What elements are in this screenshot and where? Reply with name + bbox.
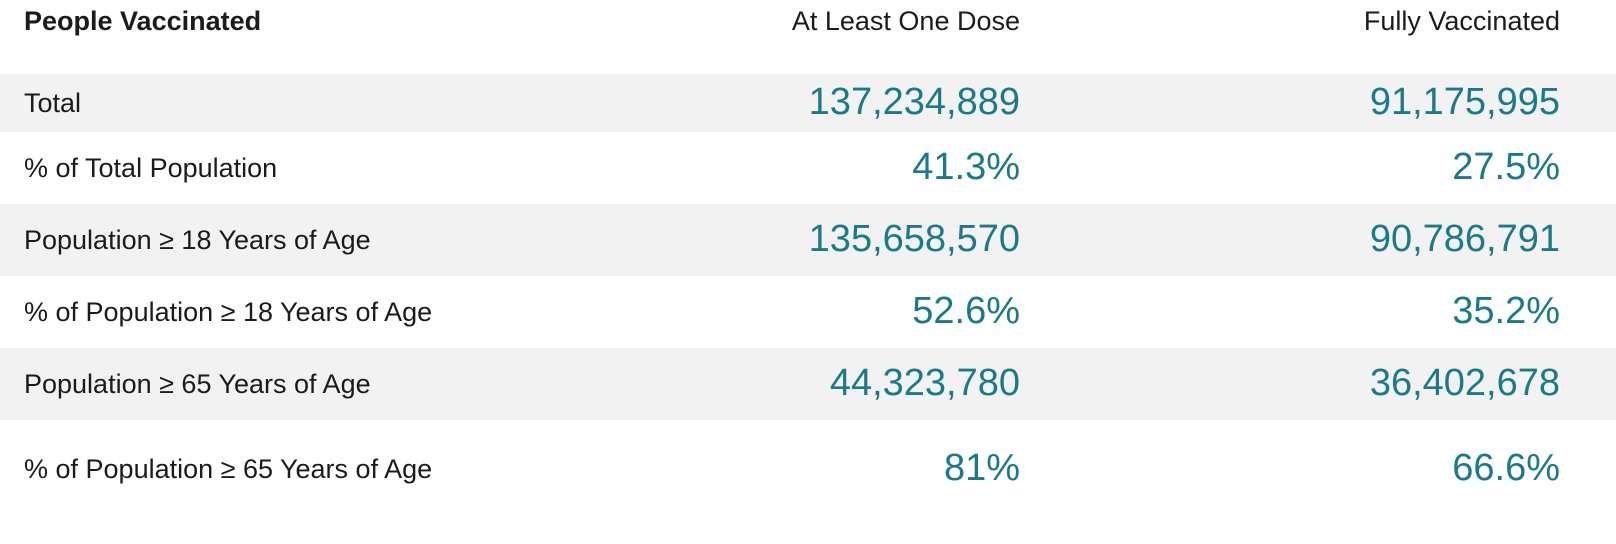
row-label: % of Population ≥ 65 Years of Age	[24, 454, 433, 484]
table-row: Population ≥ 18 Years of Age 135,658,570…	[0, 204, 1616, 276]
header-fully-vaccinated: Fully Vaccinated	[1363, 6, 1560, 36]
table-row: % of Total Population 41.3% 27.5%	[0, 132, 1616, 204]
row-value-fully-vaccinated: 35.2%	[1452, 290, 1560, 332]
header-at-least-one-dose: At Least One Dose	[791, 6, 1020, 36]
row-value-fully-vaccinated: 27.5%	[1452, 146, 1560, 188]
table-row: % of Population ≥ 18 Years of Age 52.6% …	[0, 276, 1616, 348]
row-value-at-least-one-dose: 44,323,780	[829, 362, 1020, 404]
row-value-at-least-one-dose: 81%	[943, 447, 1020, 489]
table-header-row: People Vaccinated At Least One Dose Full…	[0, 0, 1616, 46]
row-value-fully-vaccinated: 90,786,791	[1369, 218, 1560, 260]
table-row: Total 137,234,889 91,175,995	[0, 74, 1616, 132]
table-row: % of Population ≥ 65 Years of Age 81% 66…	[0, 420, 1616, 520]
row-value-fully-vaccinated: 66.6%	[1452, 447, 1560, 489]
row-value-at-least-one-dose: 137,234,889	[808, 81, 1020, 123]
row-label: % of Population ≥ 18 Years of Age	[24, 297, 433, 327]
row-value-fully-vaccinated: 36,402,678	[1369, 362, 1560, 404]
table-row: Population ≥ 65 Years of Age 44,323,780 …	[0, 348, 1616, 420]
row-label: Population ≥ 18 Years of Age	[24, 225, 371, 255]
row-value-fully-vaccinated: 91,175,995	[1369, 81, 1560, 123]
row-value-at-least-one-dose: 41.3%	[912, 146, 1020, 188]
row-value-at-least-one-dose: 135,658,570	[808, 218, 1020, 260]
row-label: % of Total Population	[24, 153, 278, 183]
row-label: Total	[24, 88, 82, 118]
row-label: Population ≥ 65 Years of Age	[24, 369, 371, 399]
row-value-at-least-one-dose: 52.6%	[912, 290, 1020, 332]
header-label: People Vaccinated	[24, 6, 262, 36]
